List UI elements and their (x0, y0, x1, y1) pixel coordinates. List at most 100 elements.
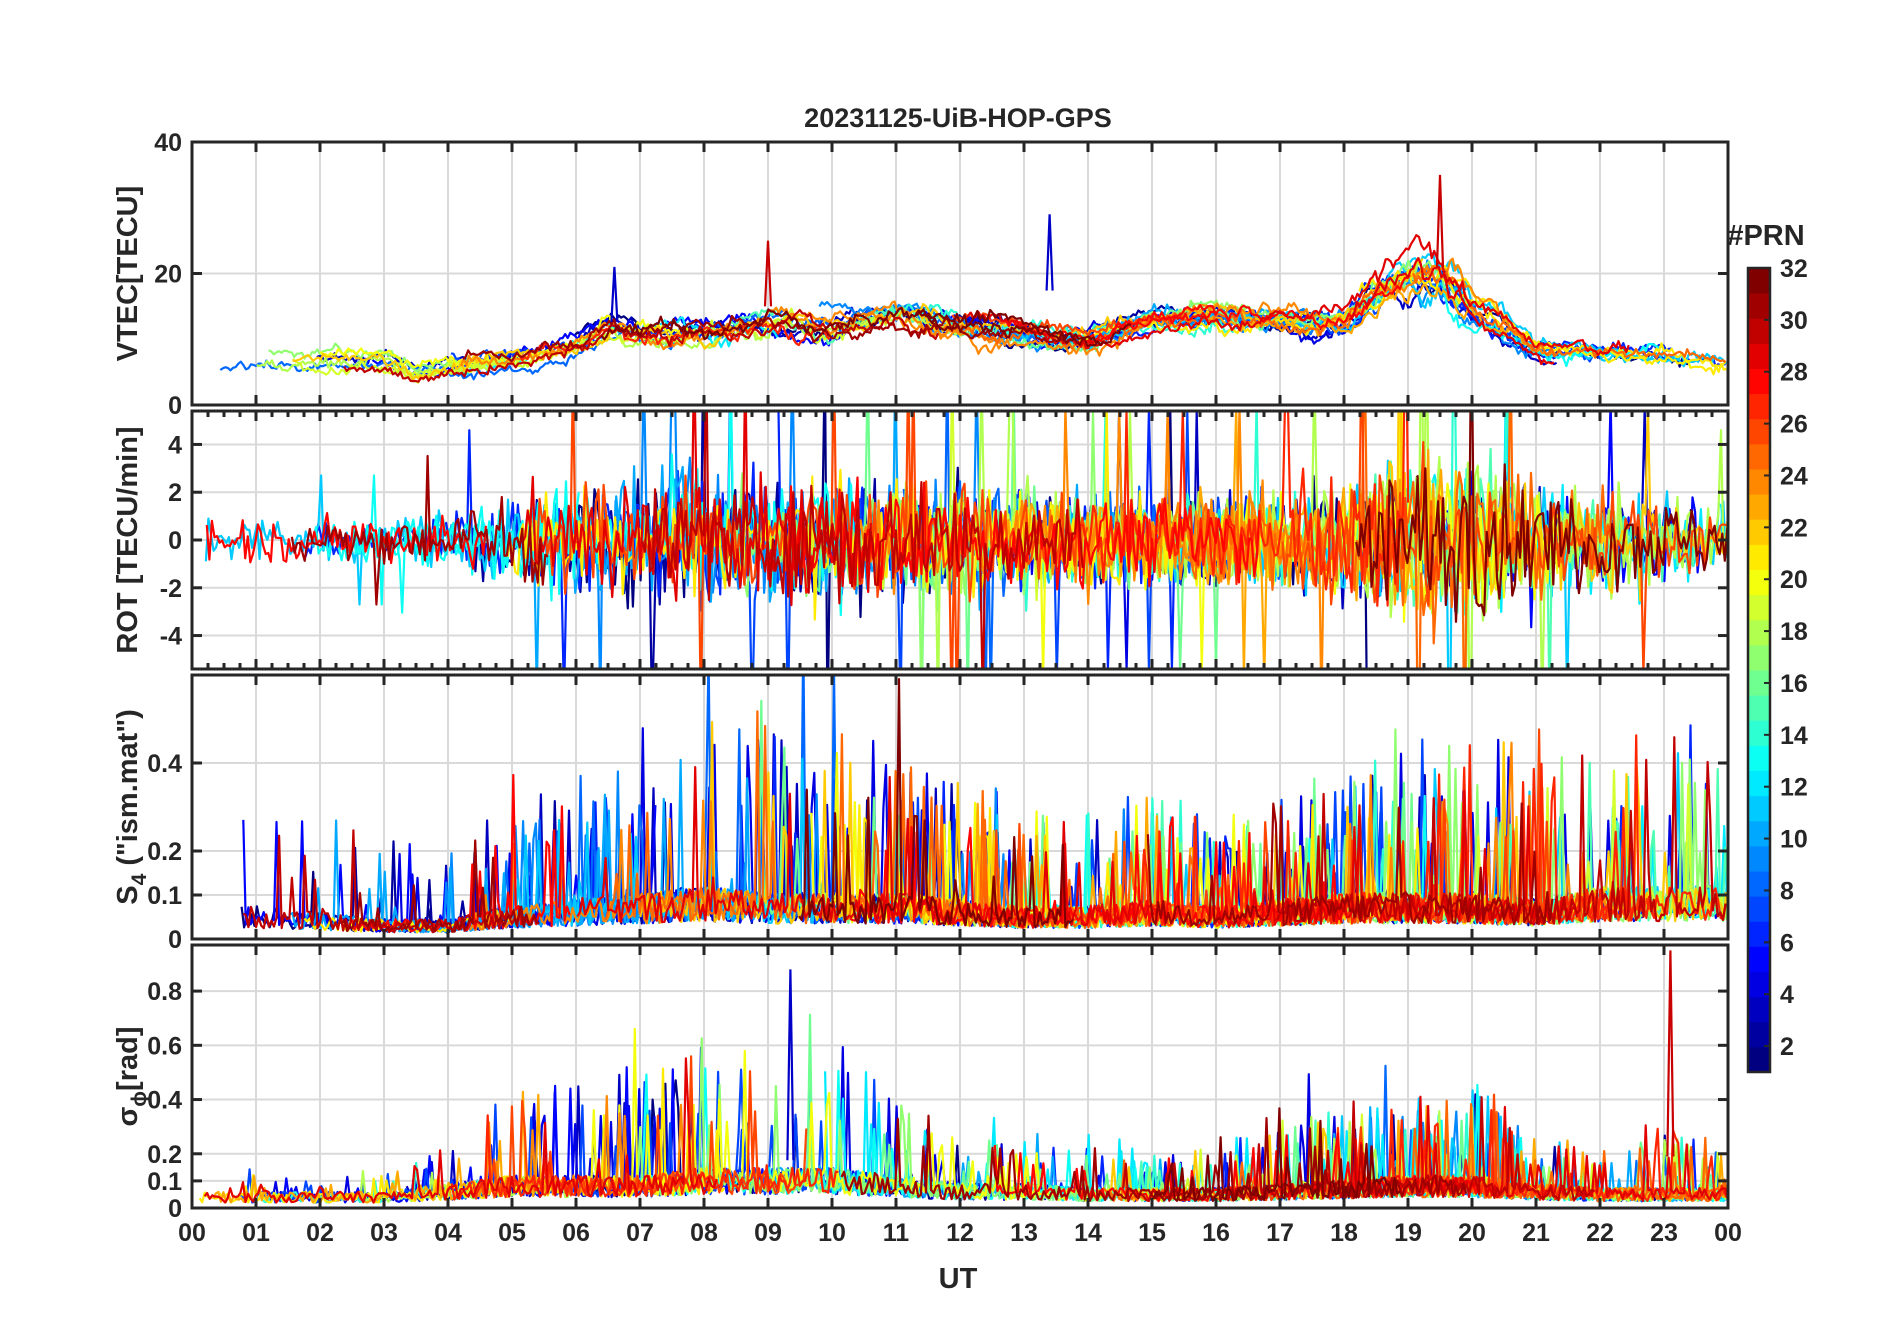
colorbar-swatch (1748, 544, 1770, 570)
colorbar-tick-label: 32 (1780, 255, 1808, 283)
colorbar-tick-label: 30 (1780, 307, 1808, 335)
series-line-prn-32-vtec (601, 306, 1097, 344)
x-tick-label: 00 (178, 1219, 206, 1247)
colorbar-swatch (1748, 443, 1770, 470)
y-axis-label-s4: S4 ("ism.mat") (112, 709, 151, 905)
x-tick-label: 23 (1650, 1219, 1678, 1247)
y-tick-label-sigma_phi: 0 (168, 1195, 182, 1223)
series-line-prn-30-rot (641, 411, 1084, 669)
series-line-prn-32-vtec (914, 308, 1132, 348)
y-tick-label-rot: 2 (168, 479, 182, 507)
colorbar-swatch (1748, 368, 1770, 395)
colorbar-frame (1746, 266, 1772, 1074)
colorbar-swatch (1748, 418, 1770, 445)
colorbar-swatch (1748, 268, 1770, 294)
colorbar-swatch (1748, 770, 1770, 797)
colorbar-swatch (1748, 494, 1770, 520)
series-group-s4 (240, 675, 1728, 934)
colorbar-swatch (1748, 469, 1770, 495)
colorbar-swatch (1748, 921, 1770, 947)
y-tick-label-vtec: 40 (154, 129, 182, 157)
colorbar-swatch (1748, 519, 1770, 545)
colorbar-tick-label: 6 (1780, 929, 1794, 957)
colorbar-swatch (1748, 745, 1770, 771)
colorbar-swatch (1748, 695, 1770, 721)
x-tick-label: 02 (306, 1219, 334, 1247)
y-tick-label-s4: 0.4 (147, 750, 182, 778)
x-axis: 00 01 02 03 04 05 06 07 08 09 10 11 12 13 14 15 16 17 18 19… (178, 1219, 1742, 1247)
y-tick-label-sigma_phi: 0.4 (147, 1087, 182, 1115)
colorbar-tick-label: 12 (1780, 774, 1808, 802)
x-tick-label: 14 (1074, 1219, 1102, 1247)
colorbar-swatch (1748, 795, 1770, 822)
x-tick-label: 04 (434, 1219, 462, 1247)
colorbar-tick-label: 4 (1780, 981, 1794, 1009)
x-tick-label: 05 (498, 1219, 526, 1247)
colorbar-swatch (1748, 644, 1770, 671)
peak-mark-vtec (763, 240, 773, 307)
series-line-prn-21-vtec (1072, 265, 1727, 376)
colorbar-tick-label: 26 (1780, 411, 1808, 439)
x-tick-label: 07 (626, 1219, 654, 1247)
x-tick-label: 15 (1138, 1219, 1166, 1247)
y-axis-label-rest-s4: ("ism.mat") (112, 709, 144, 873)
y-tick-label-vtec: 0 (168, 392, 182, 420)
peak-mark-vtec (1435, 174, 1445, 267)
series-line-prn-29-rot (521, 411, 872, 607)
series-line-prn-30-s4 (242, 829, 526, 934)
y-tick-label-vtec: 20 (154, 261, 182, 289)
y-axis-label-rest-sigma_phi: [rad] (112, 1026, 144, 1090)
colorbar-tick-label: 24 (1780, 462, 1808, 490)
colorbar-swatch (1748, 971, 1770, 998)
colorbar-swatch (1748, 1046, 1770, 1073)
x-tick-label: 00 (1714, 1219, 1742, 1247)
series-line-prn-30-s4 (1276, 736, 1727, 926)
x-tick-label: 12 (946, 1219, 974, 1247)
series-line-prn-29-vtec (1349, 257, 1555, 366)
x-tick-label: 20 (1458, 1219, 1486, 1247)
series-line-prn-28-vtec (1084, 274, 1411, 346)
y-axis-label-vtec: VTEC[TECU] (112, 186, 144, 362)
x-tick-label: 06 (562, 1219, 590, 1247)
y-axis-label-sigma_phi: σϕ[rad] (112, 1026, 151, 1126)
peak-mark-vtec (1045, 214, 1054, 291)
colorbar-tick-label: 22 (1780, 514, 1808, 542)
series-group-rot (204, 411, 1728, 669)
series-line-prn-32-sigma_phi (1153, 1107, 1401, 1202)
x-tick-label: 11 (883, 1219, 910, 1247)
x-tick-label: 16 (1202, 1219, 1230, 1247)
colorbar-swatch (1748, 670, 1770, 696)
y-tick-label-s4: 0 (168, 926, 182, 954)
panel-s4: 00.10.20.4S4 ("ism.mat") (112, 673, 1730, 954)
y-axis-label-main-sigma_phi: σ (112, 1107, 144, 1127)
series-line-prn-32-rot (1355, 411, 1728, 623)
colorbar-swatch (1748, 619, 1770, 646)
peak-mark-sigma_phi (786, 969, 795, 1161)
series-line-prn-31-rot (290, 454, 549, 606)
series-line-prn-14-sigma_phi (261, 1161, 491, 1204)
colorbar-swatch (1748, 946, 1770, 972)
y-tick-label-s4: 0.1 (147, 882, 182, 910)
colorbar-swatch (1748, 996, 1770, 1023)
y-tick-label-rot: 0 (168, 527, 182, 555)
colorbar-tick-label: 20 (1780, 566, 1808, 594)
x-tick-label: 22 (1586, 1219, 1614, 1247)
colorbar-tick-label: 18 (1780, 618, 1808, 646)
x-tick-label: 09 (754, 1219, 782, 1247)
colorbar-swatch (1748, 1021, 1770, 1048)
x-tick-label: 21 (1522, 1219, 1550, 1247)
colorbar-swatch (1748, 594, 1770, 621)
y-tick-label-rot: -4 (160, 623, 182, 651)
x-tick-label: 10 (818, 1219, 846, 1247)
colorbar-tick-label: 2 (1780, 1033, 1794, 1061)
y-tick-label-sigma_phi: 0.2 (147, 1141, 182, 1169)
colorbar-swatch (1748, 845, 1770, 872)
peak-mark-sigma_phi (1666, 950, 1675, 1157)
y-axis-label-main-s4: S (112, 885, 144, 904)
x-tick-label: 01 (242, 1219, 270, 1247)
colorbar-tick-label: 8 (1780, 877, 1794, 905)
series-line-prn-32-s4 (798, 678, 1074, 929)
colorbar-swatch (1748, 293, 1770, 319)
